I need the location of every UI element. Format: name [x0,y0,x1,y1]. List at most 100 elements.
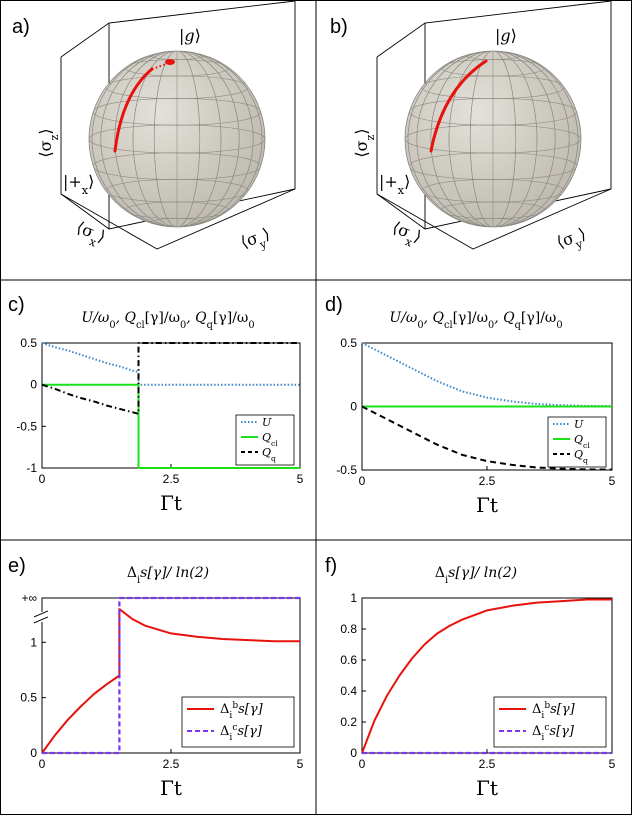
legend-box [235,414,295,466]
panel-label-e: e) [8,555,26,577]
bloch-box-edge [60,1,296,250]
x-tick-label: 0 [359,474,366,488]
series-line-1 [361,342,613,408]
legend-box [493,696,607,748]
x-tick-label: 5 [609,474,616,488]
y-tick-label: 0 [350,400,357,414]
bloch-label-g: |g⟩ [179,26,201,45]
x-tick-label: 5 [297,757,304,771]
axis-break-mark [33,616,49,624]
axis-break-mask [34,611,48,622]
chart-panel-f: f) Δis[γ]/ ln(2) 0 2.5 5 1 0.8 0.6 0.4 0.2 0 Γt Δibs… [325,555,616,800]
chart-title: Δis[γ]/ ln(2) [127,565,209,586]
panel-label-c: c) [8,294,25,316]
bloch-trajectory-jump [151,62,170,70]
x-tick-label: 2.5 [163,472,180,486]
x-axis-label: Γt [160,491,182,515]
bloch-axis-y: ⟨σy⟩ [238,224,274,257]
bloch-box-edge [60,0,296,58]
y-tick-label: 0.2 [340,715,357,729]
chart-title: Δis[γ]/ ln(2) [435,565,517,586]
series-line-1 [41,342,300,386]
chart-panel-d: d)U/ω0, Qcl[γ]/ω0, Qq[γ]/ω00 2.5 50.50-0.5… [325,294,616,517]
legend-label: Δics[γ] [220,723,263,743]
bloch-longitude-line [469,51,517,227]
chart-title: U/ω0, Qcl[γ]/ω0, Qq[γ]/ω0 [81,310,254,331]
x-tick-label: 0 [39,472,46,486]
bloch-label-plus-x: |+x⟩ [63,172,94,197]
y-tick-label: 0.6 [340,653,357,667]
chart-panel-e: e) Δis[γ]/ ln(2) 0 2.5 5 +∞ 1 0.5 0 Γt Δibs[γ]Δics… [8,555,304,800]
bloch-sphere-grid [405,51,581,227]
bloch-ground-dot [165,59,175,65]
bloch-longitude-line [114,51,240,227]
y-tick-label: -0.5 [336,463,357,477]
series-line-3 [41,342,300,415]
legend-label: Δics[γ] [532,723,575,743]
x-axis-label: Γt [160,776,182,800]
legend-label: Δibs[γ] [220,701,264,721]
bloch-axis-z: ⟨σz⟩ [352,128,377,157]
chart-panel-c: c) U/ω0, Qcl[γ]/ω0, Qq[γ]/ω0 0 2.5 5 0.5 0 -0.5… [8,294,304,515]
axis-break-mark [33,610,49,618]
x-tick-label: 2.5 [163,757,180,771]
x-tick-label: 2.5 [479,474,496,488]
legend-label: Qq [262,446,276,463]
y-tick-label: 1 [30,635,37,649]
bloch-axis-x: ⟨σx⟩ [72,218,109,252]
series-line-3 [361,405,613,471]
y-tick-label: 0.8 [340,622,357,636]
bloch-trajectory [113,67,154,153]
legend-label: U [262,416,272,429]
legend-label: Qcl [574,433,590,450]
bloch-longitude-line [132,51,222,227]
bloch-longitude-line [430,51,556,227]
legend-label: U [574,418,584,431]
y-tick-label: -1 [26,461,37,475]
legend-label: Qcl [262,431,278,448]
y-tick-label: 0 [30,378,37,392]
bloch-longitude-line [448,51,538,227]
bloch-trajectory [429,59,488,153]
bloch-label-plus-x: |+x⟩ [379,172,410,197]
y-tick-label: 0.5 [340,336,357,350]
y-tick-label: -0.5 [16,419,37,433]
bloch-axis-z: ⟨σz⟩ [36,128,61,157]
y-tick-label: 0 [30,746,37,760]
legend-label: Qq [574,448,588,465]
x-tick-label: 5 [297,472,304,486]
bloch-longitude-line [91,51,263,227]
panel-label-a: a) [12,16,30,38]
x-tick-label: 2.5 [479,757,496,771]
x-tick-label: 0 [39,757,46,771]
bloch-label-g: |g⟩ [495,26,517,45]
panel-label-d: d) [325,294,343,316]
chart-title: U/ω0, Qcl[γ]/ω0, Qq[γ]/ω0 [389,310,562,331]
bloch-sphere-panel-b: |g⟩ |+x⟩⟨σz⟩ ⟨σx⟩ ⟨σy⟩ [352,0,612,257]
bloch-box-edge [376,0,612,58]
bloch-longitude-line [416,51,570,227]
panel-label-f: f) [325,555,337,577]
series-line-1 [41,608,300,754]
y-tick-label: 0 [350,746,357,760]
series-line-1 [361,598,612,754]
legend-box [181,696,295,748]
y-tick-label: +∞ [21,591,37,605]
bloch-axis-y: ⟨σy⟩ [554,224,590,257]
bloch-axis-x: ⟨σx⟩ [388,218,425,252]
series-line-2 [42,383,300,469]
legend-label: Δibs[γ] [532,701,576,721]
x-axis-label: Γt [476,776,498,800]
x-axis-label: Γt [476,493,498,517]
y-tick-label: 0.5 [20,336,37,350]
y-tick-label: 0.5 [20,691,37,705]
panel-label-b: b) [330,16,348,38]
y-tick-label: 1 [350,591,357,605]
bloch-longitude-line [407,51,579,227]
x-tick-label: 5 [609,757,616,771]
legend-box [547,416,607,468]
x-tick-label: 0 [359,757,366,771]
y-tick-label: 0.4 [340,684,357,698]
bloch-longitude-line [153,51,201,227]
